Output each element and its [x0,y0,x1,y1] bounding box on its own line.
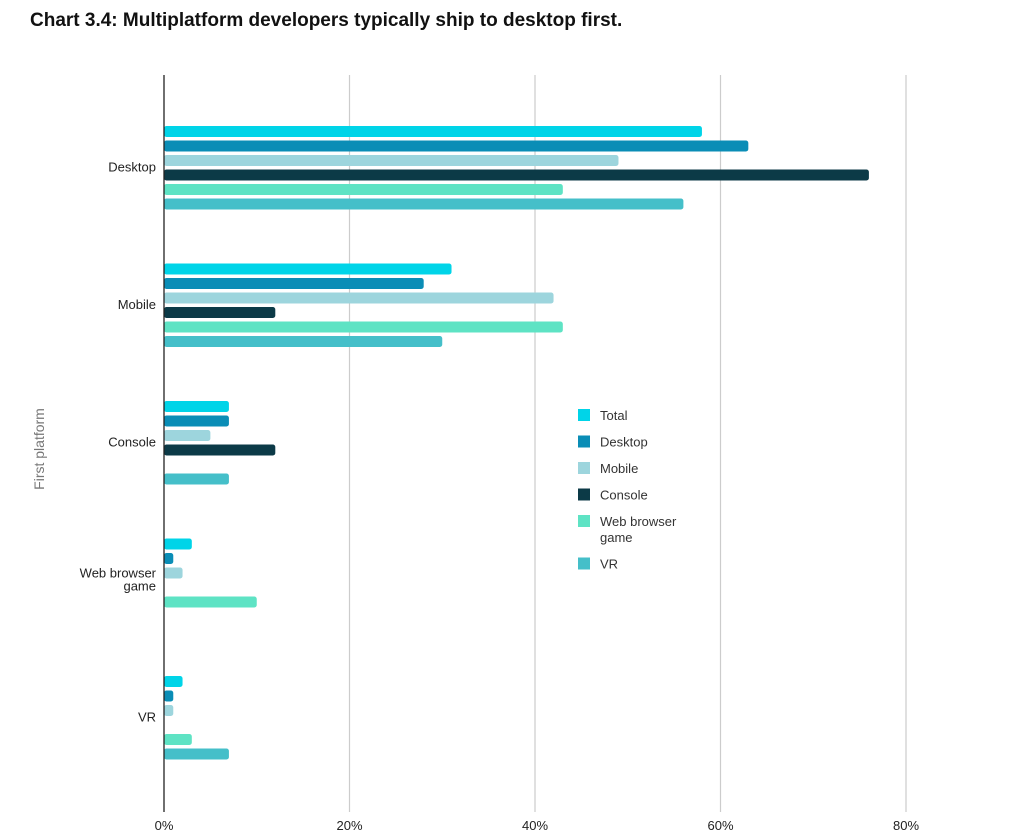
bar-vr-web-browser-game [164,734,192,745]
legend-swatch-desktop [578,435,590,448]
bar-console-desktop [164,415,229,427]
chart-title: Chart 3.4: Multiplatform developers typi… [30,10,623,31]
bar-mobile-console [164,307,276,318]
bar-console-total [164,401,229,412]
bar-mobile-total [164,263,452,275]
bar-web-browser-game-web-browser-game [164,596,257,608]
bar-vr-total [164,676,183,687]
gridlines [348,75,907,812]
bar-mobile-desktop [164,278,424,289]
legend-swatch-web-browser-game [578,515,590,527]
bars [164,126,869,760]
category-label-desktop: Desktop [108,160,156,175]
legend-label-web-browser-game: Web browser game [600,514,677,545]
bar-desktop-total [164,126,702,137]
bar-web-browser-game-mobile [164,567,183,579]
category-label-vr: VR [138,710,156,725]
bar-vr-mobile [164,705,174,716]
bar-web-browser-game-desktop [164,553,174,564]
category-label-console: Console [108,435,156,450]
legend-label-desktop: Desktop [600,435,648,450]
legend-label-total: Total [600,408,628,423]
category-label-web-browser-game: Web browser game [80,566,157,594]
bar-console-mobile [164,430,211,441]
x-tick-label: 60% [707,818,733,833]
y-axis-title: First platform [31,408,47,490]
bar-desktop-mobile [164,155,619,166]
legend-label-vr: VR [600,557,618,572]
bar-mobile-vr [164,336,443,347]
legend-swatch-console [578,488,590,501]
bar-desktop-console [164,169,869,181]
bar-desktop-desktop [164,140,749,152]
bar-vr-vr [164,748,229,760]
legend-label-mobile: Mobile [600,461,638,476]
legend-swatch-mobile [578,462,590,474]
bar-web-browser-game-total [164,538,192,550]
category-label-mobile: Mobile [118,297,156,312]
bar-desktop-web-browser-game [164,184,563,195]
x-tick-label: 80% [893,818,919,833]
legend-swatch-total [578,409,590,421]
bar-console-console [164,444,276,456]
bar-console-vr [164,473,229,485]
bar-mobile-web-browser-game [164,321,563,333]
legend: Total Desktop Mobile Console Web browser game… [578,408,677,572]
bar-desktop-vr [164,198,684,210]
x-tick-label: 0% [155,818,174,833]
labels: 0% 20% 40% 60% 80% Desktop Mobile Console Web br… [31,160,919,834]
x-tick-label: 20% [336,818,362,833]
bar-mobile-mobile [164,292,554,304]
bar-vr-desktop [164,690,174,702]
x-tick-label: 40% [522,818,548,833]
legend-swatch-vr [578,557,590,570]
legend-label-console: Console [600,488,648,503]
